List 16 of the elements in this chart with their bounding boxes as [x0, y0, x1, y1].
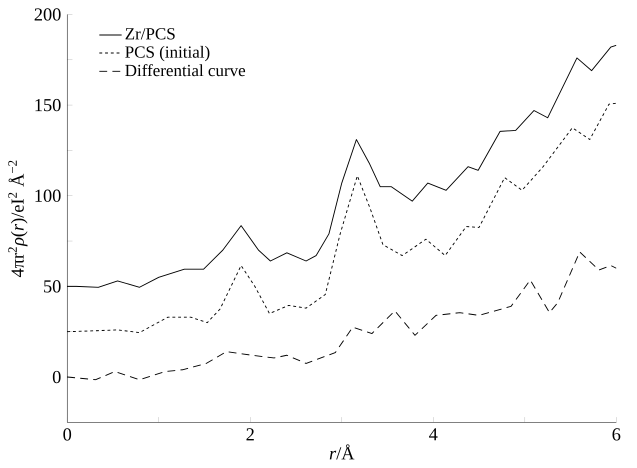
line-series: [67, 44, 616, 288]
y-tick-label: 100: [35, 190, 61, 202]
x-tick-label: 0: [63, 428, 72, 441]
y-tick-label: 50: [44, 280, 61, 293]
x-tick-label: 4: [429, 428, 438, 440]
x-axis-title: r/Å: [330, 444, 354, 460]
legend-label: Zr/PCS: [126, 28, 175, 40]
legend-label: PCS (initial): [125, 46, 210, 62]
legend-label: Differential curve: [125, 64, 246, 76]
x-tick-label: 6: [612, 428, 620, 441]
line-series: [67, 102, 616, 334]
y-tick-label: 0: [52, 370, 61, 384]
x-tick-label: 2: [246, 428, 254, 440]
text: 4πr$^{2}$ρ(r)/eI$^{2}$ Å$^{−2}$: [8, 160, 28, 278]
y-tick-label: 150: [35, 99, 61, 112]
y-tick-label: 200: [34, 8, 61, 21]
